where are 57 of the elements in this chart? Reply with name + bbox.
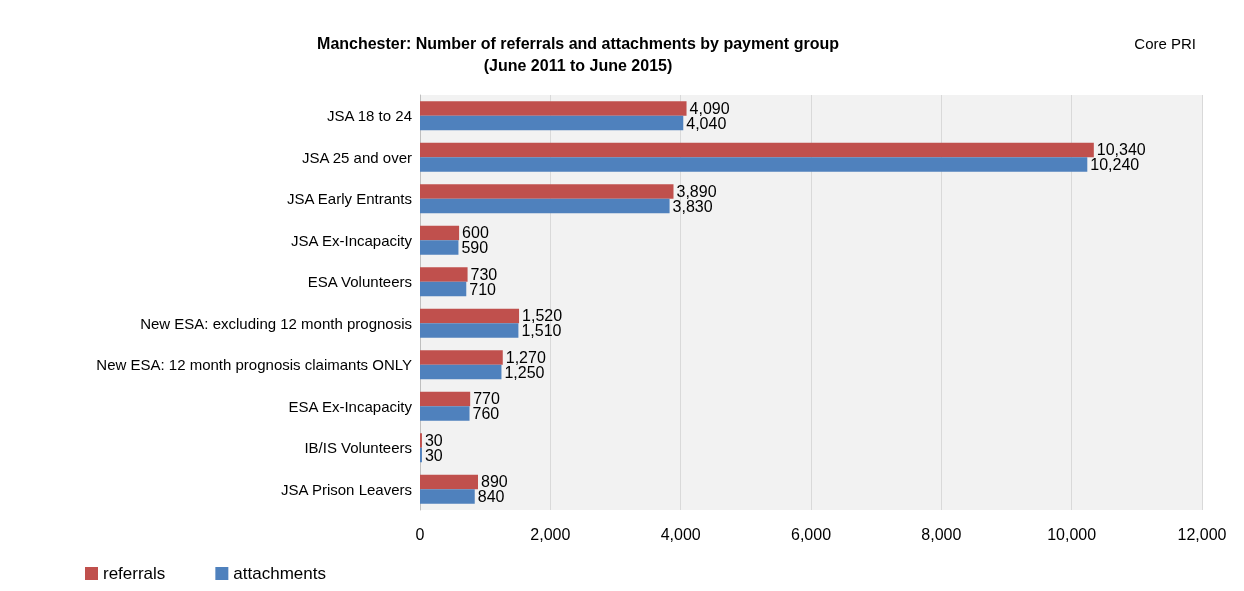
- bar: [420, 225, 460, 241]
- bar: [420, 281, 467, 297]
- legend-label: referrals: [103, 564, 166, 583]
- y-tick-label: IB/IS Volunteers: [304, 439, 412, 457]
- bar: [420, 391, 471, 407]
- data-label: 10,240: [1090, 156, 1140, 174]
- y-tick-label: New ESA: 12 month prognosis claimants ONLY: [96, 356, 412, 374]
- data-label: 1,270: [505, 348, 546, 366]
- data-label: 770: [473, 390, 500, 408]
- text: Core PRI: [1134, 35, 1196, 52]
- x-tick-label: 10,000: [1047, 525, 1097, 543]
- y-tick-label: JSA Ex-Incapacity: [291, 231, 413, 249]
- data-label: 1,520: [522, 307, 563, 325]
- data-label: 4,090: [689, 99, 730, 117]
- bar: [420, 142, 1094, 158]
- data-label: 590: [461, 239, 489, 257]
- bar: [420, 350, 503, 365]
- bar: [420, 267, 468, 282]
- legend-label: attachments: [233, 564, 326, 583]
- data-label: 710: [469, 280, 497, 298]
- bar: [420, 474, 478, 490]
- data-label: 3,890: [676, 182, 717, 200]
- bar: [420, 323, 519, 338]
- data-label: 730: [470, 265, 498, 283]
- x-tick-label: 8,000: [921, 525, 962, 543]
- x-tick-label: 0: [415, 525, 425, 543]
- x-tick-label: 4,000: [660, 525, 701, 543]
- data-label: 840: [477, 488, 505, 506]
- bar: [420, 364, 502, 380]
- y-tick-label: JSA Early Entrants: [286, 190, 412, 208]
- bar: [420, 115, 684, 131]
- chart-title: Manchester: Number of referrals and attachments by payment group: [317, 34, 840, 52]
- bar: [420, 198, 670, 214]
- data-label: 30: [424, 446, 443, 464]
- bar: [420, 101, 687, 116]
- y-tick-label: JSA Prison Leavers: [281, 480, 412, 498]
- y-tick-label: New ESA: excluding 12 month prognosis: [140, 314, 412, 332]
- y-tick-label: ESA Volunteers: [307, 273, 412, 291]
- data-label: 890: [481, 473, 508, 491]
- bar: [420, 489, 475, 504]
- bar: [420, 308, 520, 324]
- data-label: 10,340: [1096, 141, 1146, 159]
- data-label: 600: [462, 224, 489, 242]
- data-label: 30: [424, 431, 443, 449]
- data-label: 1,510: [521, 322, 562, 340]
- x-tick-label: 6,000: [790, 525, 832, 543]
- x-tick-label: 12,000: [1177, 525, 1227, 543]
- x-tick-label: 2,000: [530, 525, 571, 543]
- y-tick-label: JSA 25 and over: [301, 148, 412, 166]
- bar: [420, 157, 1088, 172]
- data-label: 760: [472, 405, 500, 423]
- bar: [420, 240, 459, 255]
- bar: [420, 184, 674, 199]
- y-tick-label: JSA 18 to 24: [326, 107, 412, 125]
- bar: [420, 406, 470, 421]
- y-tick-label: ESA Ex-Incapacity: [288, 397, 413, 415]
- chart-subtitle: (June 2011 to June 2015): [483, 56, 673, 74]
